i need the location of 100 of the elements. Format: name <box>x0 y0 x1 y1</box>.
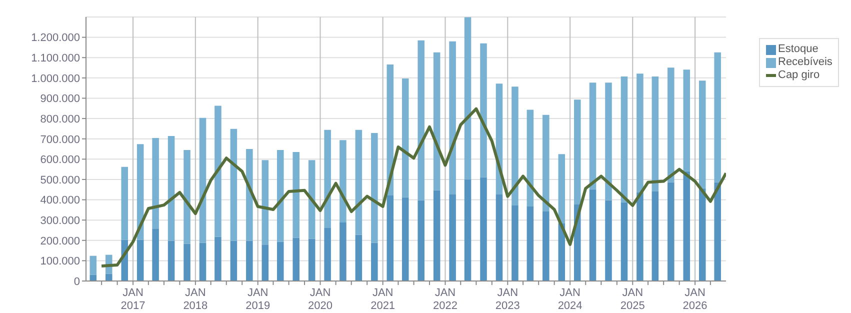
bar <box>683 70 690 172</box>
bar <box>433 52 440 190</box>
bar <box>496 194 503 281</box>
y-tick-label: 500.000 <box>40 174 80 186</box>
bar <box>464 17 472 180</box>
bar <box>308 238 316 281</box>
bar <box>526 110 534 206</box>
bar <box>168 240 175 281</box>
bar <box>105 274 112 281</box>
bar <box>620 202 628 281</box>
bar <box>184 150 190 244</box>
bar <box>574 100 581 204</box>
y-tick-label: 900.000 <box>40 93 80 106</box>
bar <box>605 82 612 200</box>
y-tick-label: 100.000 <box>40 256 80 268</box>
bar <box>324 130 331 228</box>
bar <box>668 182 674 281</box>
bar <box>246 240 253 281</box>
bar <box>355 234 362 281</box>
bar <box>214 236 222 281</box>
x-tick-label: JAN 2017 <box>120 287 146 312</box>
y-tick-label: 600.000 <box>40 154 80 166</box>
bar <box>668 68 674 182</box>
bar <box>526 206 534 281</box>
x-tick-label: JAN 2026 <box>682 287 708 312</box>
bar <box>371 242 378 281</box>
bar <box>292 152 300 238</box>
bar <box>589 189 596 281</box>
bar <box>542 114 550 212</box>
bar <box>90 256 97 275</box>
bar <box>512 205 518 281</box>
bar <box>230 240 238 281</box>
y-tick-label: 1.000.000 <box>31 72 80 85</box>
bar <box>652 191 659 281</box>
x-tick-label: JAN 2024 <box>558 287 582 312</box>
bar <box>480 43 487 178</box>
bar <box>620 76 628 202</box>
bar <box>292 238 300 281</box>
bar <box>589 82 596 190</box>
y-tick-label: 300.000 <box>40 214 80 227</box>
y-tick-label: 400.000 <box>40 194 80 207</box>
bar <box>480 177 487 281</box>
y-tick-label: 700.000 <box>40 134 80 146</box>
y-tick-label: 800.000 <box>40 113 80 126</box>
bar <box>449 194 456 281</box>
bar <box>355 130 362 235</box>
bar <box>652 76 659 192</box>
bar <box>402 78 409 198</box>
bar <box>558 154 566 224</box>
bar <box>340 140 346 223</box>
bar <box>246 149 253 241</box>
bar <box>230 128 238 241</box>
bar <box>199 242 206 281</box>
bar <box>199 118 206 243</box>
bar <box>512 86 518 206</box>
bar <box>542 212 550 281</box>
y-tick-label: 0 <box>74 276 80 288</box>
bar <box>262 244 269 281</box>
x-tick-label: JAN 2025 <box>620 287 645 312</box>
bar <box>262 160 269 245</box>
bar <box>152 138 159 229</box>
legend-label: Estoque <box>778 43 818 56</box>
bar <box>636 74 644 192</box>
bar <box>698 188 706 281</box>
x-tick-label: JAN 2021 <box>370 287 396 312</box>
x-tick-label: JAN 2020 <box>308 287 332 312</box>
bar <box>464 179 472 281</box>
bar <box>276 242 284 281</box>
bar <box>683 171 690 281</box>
legend-label: Cap giro <box>778 69 820 82</box>
line-series <box>100 107 726 268</box>
bar <box>418 200 424 281</box>
x-tick-label: JAN 2018 <box>183 287 208 312</box>
bar <box>184 244 190 281</box>
bar <box>714 52 721 182</box>
bar <box>433 190 440 281</box>
bar <box>636 192 644 281</box>
bar <box>340 222 346 281</box>
bar <box>121 166 128 240</box>
x-tick-label: JAN 2022 <box>433 287 458 312</box>
x-tick-label: JAN 2023 <box>495 287 520 312</box>
bar <box>324 228 331 281</box>
bar <box>308 160 316 239</box>
bar <box>418 40 424 200</box>
bar <box>214 106 222 237</box>
bar <box>714 182 721 281</box>
bar <box>449 41 456 194</box>
y-tick-label: 1.200.000 <box>31 32 80 44</box>
bar <box>605 200 612 281</box>
bar <box>402 197 409 281</box>
legend-label: Recebíveis <box>778 56 832 69</box>
bar <box>386 196 394 281</box>
bar <box>698 80 706 188</box>
bar <box>136 240 144 281</box>
y-tick-label: 1.100.000 <box>31 52 80 65</box>
y-tick-label: 200.000 <box>40 235 80 248</box>
x-tick-label: JAN 2019 <box>246 287 270 312</box>
bar <box>276 150 284 242</box>
bar <box>371 132 378 243</box>
bar <box>152 228 159 281</box>
